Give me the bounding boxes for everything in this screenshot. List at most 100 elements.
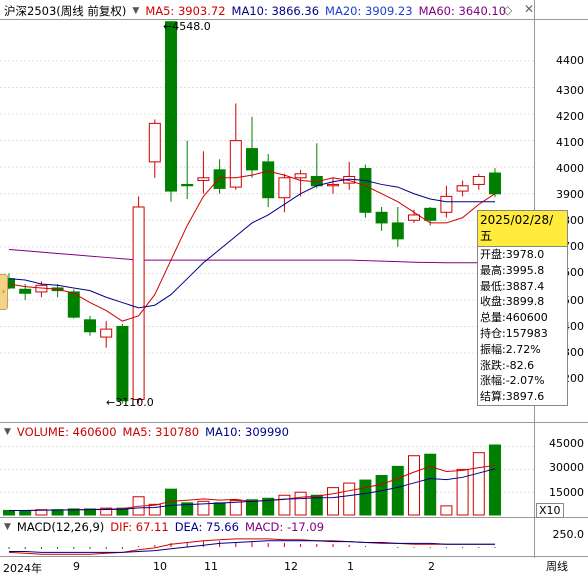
volume-pane-header: ▼ VOLUME: 460600 MA5: 310780 MA10: 30999… bbox=[0, 423, 295, 441]
macd-dea: DEA: 75.66 bbox=[174, 520, 239, 534]
price-pane-top-border bbox=[0, 19, 588, 20]
low-value: 3110.0 bbox=[115, 396, 154, 409]
volume-pane-top-border bbox=[0, 422, 588, 423]
candle-body bbox=[148, 122, 161, 163]
collapse-icon[interactable]: ▼ bbox=[4, 427, 11, 437]
candle-body bbox=[294, 173, 307, 179]
low-annotation: ←3110.0 bbox=[106, 396, 154, 409]
volume-bar bbox=[375, 474, 388, 516]
volume-bar bbox=[294, 491, 307, 516]
x-tick: 2024年 bbox=[3, 562, 42, 575]
candle-body bbox=[100, 328, 113, 338]
x-tick: 12 bbox=[284, 560, 298, 573]
candle-body bbox=[472, 175, 485, 185]
macd-title: MACD(12,26,9) bbox=[16, 520, 105, 534]
volume-bar bbox=[456, 468, 469, 516]
volume-bar bbox=[197, 500, 210, 516]
macd-dif-line bbox=[8, 538, 495, 555]
candle-body bbox=[375, 211, 388, 224]
volume-bar bbox=[391, 465, 404, 516]
price-tick: 4400 bbox=[556, 54, 584, 67]
volume-bar bbox=[67, 508, 80, 516]
tooltip-low: 最低:3887.4 bbox=[480, 279, 545, 293]
time-axis-top-border bbox=[0, 556, 588, 557]
candle-body bbox=[408, 214, 420, 221]
volume-bar bbox=[116, 507, 129, 516]
volume-bar bbox=[310, 494, 323, 516]
candle-body bbox=[132, 206, 145, 400]
volume-bar bbox=[148, 503, 161, 516]
candle-body bbox=[359, 168, 372, 213]
candle-body bbox=[278, 177, 291, 199]
price-tick: 4300 bbox=[556, 84, 584, 97]
period-label[interactable]: 周线 bbox=[546, 560, 568, 573]
macd-dif: DIF: 67.11 bbox=[110, 520, 169, 534]
volume-bar bbox=[84, 508, 96, 516]
dropdown-icon[interactable]: ▼ bbox=[132, 6, 140, 16]
side-panel-toggle[interactable]: › bbox=[0, 274, 8, 310]
volume-bar bbox=[262, 497, 275, 516]
tooltip-amplitude: 振幅:2.72% bbox=[480, 342, 541, 356]
volume-tick: 15000 bbox=[549, 486, 584, 499]
volume-bar bbox=[229, 500, 242, 516]
volume-bar bbox=[165, 488, 177, 516]
ma5-label: MA5: 3903.72 bbox=[145, 4, 226, 18]
price-tick: 4100 bbox=[556, 136, 584, 149]
candle-body bbox=[165, 21, 177, 192]
tooltip-volume: 总量:460600 bbox=[480, 311, 548, 325]
high-annotation: ←4548.0 bbox=[163, 20, 211, 33]
candle-body bbox=[67, 291, 80, 318]
candle-body bbox=[213, 169, 226, 189]
volume-ma10-label: MA10: 309990 bbox=[205, 425, 289, 439]
candle-body bbox=[84, 319, 96, 333]
x-tick: 10 bbox=[153, 560, 167, 573]
volume-bar bbox=[100, 507, 113, 516]
ma60-label: MA60: 3640.10 bbox=[418, 4, 507, 18]
x-tick: 9 bbox=[73, 560, 80, 573]
ma60-line bbox=[8, 248, 495, 264]
candle-body bbox=[424, 207, 437, 221]
price-tick: 3900 bbox=[556, 188, 584, 201]
tooltip-change-pct: 涨幅:-2.07% bbox=[480, 374, 545, 388]
candle-body bbox=[327, 183, 339, 187]
tooltip-open-interest: 持仓:157983 bbox=[480, 326, 548, 340]
tooltip-close: 收盘:3899.8 bbox=[480, 295, 545, 309]
volume-bar bbox=[343, 482, 356, 516]
volume-bar bbox=[472, 452, 485, 516]
volume-bar bbox=[246, 499, 258, 516]
candle-body bbox=[19, 288, 32, 294]
volume-tick: 45000 bbox=[549, 437, 584, 450]
macd-pane-top-border bbox=[0, 517, 588, 518]
candle-body bbox=[246, 148, 258, 171]
candle-body bbox=[181, 183, 194, 187]
volume-bar bbox=[440, 505, 453, 516]
candle-body bbox=[262, 161, 275, 199]
candle-body bbox=[229, 140, 242, 188]
candle-body bbox=[489, 172, 501, 195]
tooltip-high: 最高:3995.8 bbox=[480, 263, 545, 277]
x-tick: 1 bbox=[347, 560, 354, 573]
volume-bar bbox=[19, 509, 32, 516]
volume-bar bbox=[278, 494, 291, 516]
price-tick: 4000 bbox=[556, 162, 584, 175]
ma10-label: MA10: 3866.36 bbox=[231, 4, 320, 18]
tooltip-change: 涨跌:-82.6 bbox=[480, 358, 535, 372]
price-pane-header: 沪深2503(周线 前复权) ▼ MA5: 3903.72 MA10: 3866… bbox=[0, 2, 512, 20]
x-tick: 2 bbox=[428, 560, 435, 573]
macd-tick: 250.0 bbox=[552, 528, 585, 541]
high-value: 4548.0 bbox=[172, 20, 211, 33]
ma5-line bbox=[8, 170, 496, 322]
ma20-label: MA20: 3909.23 bbox=[325, 4, 413, 18]
candle-body bbox=[391, 222, 404, 240]
diamond-icon[interactable]: ◇ bbox=[503, 3, 513, 17]
price-tick: 4200 bbox=[556, 110, 584, 123]
macd-dea-line bbox=[9, 540, 495, 553]
collapse-icon[interactable]: ▼ bbox=[4, 522, 11, 532]
volume-bar bbox=[181, 502, 194, 516]
x-tick: 11 bbox=[204, 560, 218, 573]
close-icon[interactable]: ✕ bbox=[524, 2, 535, 16]
tooltip-date: 2025/02/28/五 bbox=[478, 211, 567, 247]
volume-unit-label: X10 bbox=[536, 503, 564, 518]
